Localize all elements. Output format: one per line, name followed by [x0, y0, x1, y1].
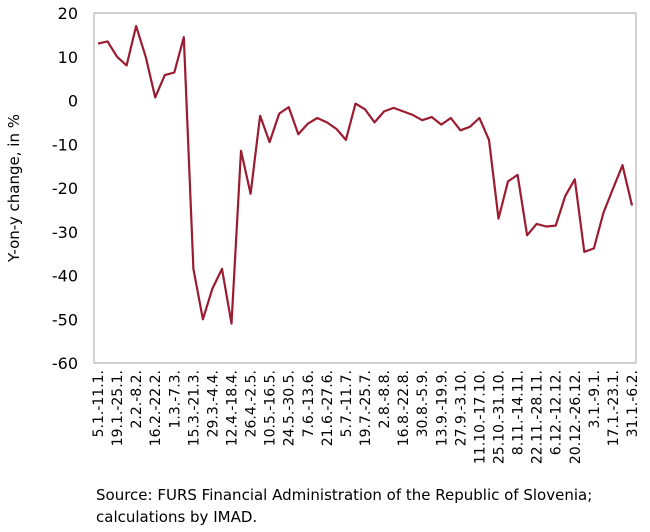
- x-tick-label: 10.5.-16.5.: [263, 370, 279, 446]
- x-tick-label: 6.12.-12.12.: [549, 370, 565, 455]
- source-note: Source: FURS Financial Administration of…: [96, 486, 593, 526]
- x-tick-label: 11.10.-17.10.: [472, 370, 488, 464]
- y-tick-label: 0: [68, 92, 78, 111]
- x-tick-label: 1.3.-7.3.: [167, 370, 183, 428]
- x-tick-label: 21.6.-27.6.: [320, 370, 336, 446]
- x-tick-label: 27.9.-3.10.: [453, 370, 469, 446]
- y-tick-label: -20: [52, 179, 78, 198]
- x-tick-label: 16.2.-22.2.: [148, 370, 164, 446]
- y-tick-label: -30: [52, 223, 78, 242]
- x-tick-label: 25.10.-31.10.: [492, 370, 508, 464]
- plot-frame: [93, 12, 637, 364]
- x-tick-label: 19.7.-25.7.: [358, 370, 374, 446]
- x-tick-label: 17.1.-23.1.: [606, 370, 622, 446]
- x-tick-label: 19.1.-25.1.: [110, 370, 126, 446]
- x-tick-label: 5.1.-11.1.: [91, 370, 107, 437]
- line-chart: 20 10 0 -10 -20 -30 -40 -50 -60 5.1.-11.1. 19.1.-…: [5, 4, 641, 464]
- x-tick-label: 22.11.-28.11.: [530, 370, 546, 464]
- y-axis-label: Y-on-y change, in %: [5, 114, 23, 263]
- y-tick-label: -10: [52, 135, 78, 154]
- x-tick-label: 7.6.-13.6.: [301, 370, 317, 437]
- series-line: [97, 25, 634, 325]
- x-axis-tick-labels: 5.1.-11.1. 19.1.-25.1. 2.2.-8.2. 16.2.-22.2…: [91, 370, 641, 464]
- x-tick-label: 5.7.-11.7.: [339, 370, 355, 437]
- y-tick-label: 10: [58, 48, 78, 67]
- y-tick-label: 20: [58, 4, 78, 23]
- x-tick-label: 30.8.-5.9.: [415, 370, 431, 437]
- x-tick-label: 2.2.-8.2.: [129, 370, 145, 428]
- x-tick-label: 16.8.-22.8.: [396, 370, 412, 446]
- y-axis-tick-labels: 20 10 0 -10 -20 -30 -40 -50 -60: [52, 4, 78, 373]
- y-tick-label: -40: [52, 267, 78, 286]
- x-tick-label: 12.4.-18.4.: [225, 370, 241, 446]
- x-tick-label: 13.9.-19.9.: [434, 370, 450, 446]
- y-tick-label: -50: [52, 310, 78, 329]
- x-tick-label: 26.4.-2.5.: [244, 370, 260, 437]
- x-tick-label: 3.1.-9.1.: [587, 370, 603, 428]
- y-tick-label: -60: [52, 354, 78, 373]
- x-tick-label: 15.3.-21.3.: [186, 370, 202, 446]
- x-tick-label: 2.8.-8.8.: [377, 370, 393, 428]
- x-tick-label: 31.1.-6.2.: [625, 370, 641, 437]
- x-tick-label: 20.12.-26.12.: [568, 370, 584, 464]
- x-tick-label: 8.11.-14.11.: [511, 370, 527, 455]
- x-tick-label: 29.3.-4.4.: [205, 370, 221, 437]
- x-tick-label: 24.5.-30.5.: [282, 370, 298, 446]
